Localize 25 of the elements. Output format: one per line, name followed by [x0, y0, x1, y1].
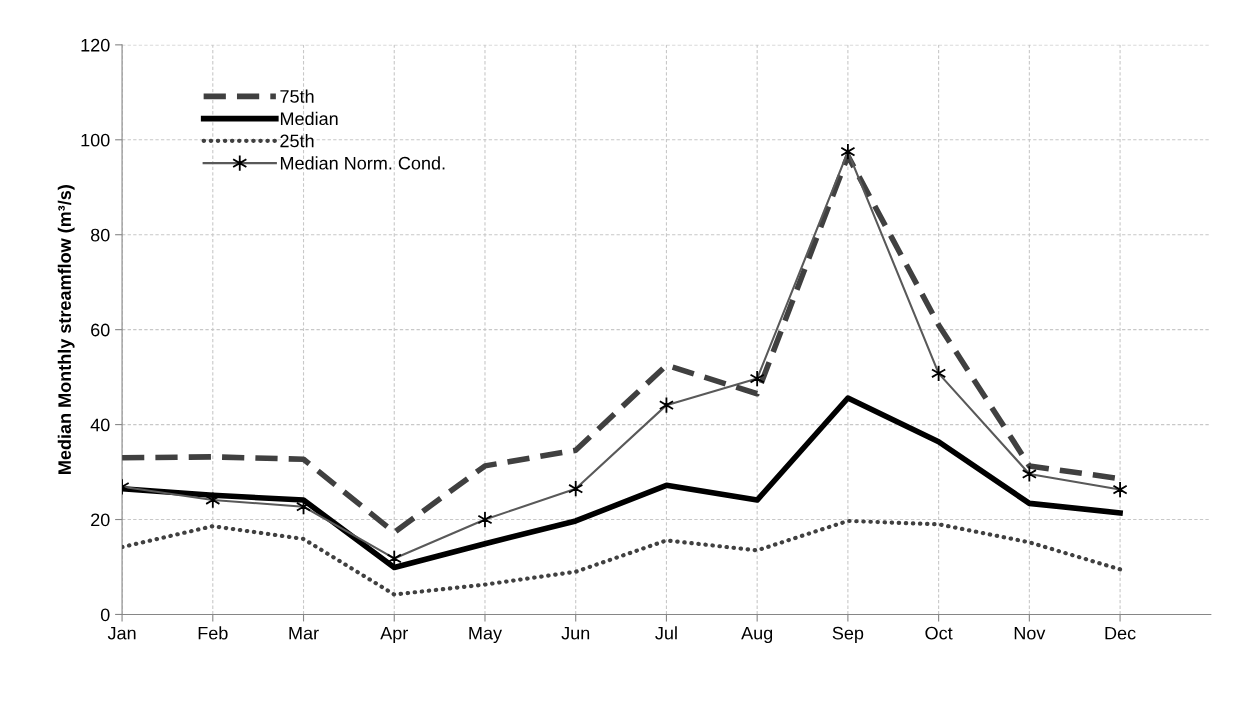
x-tick-label: May	[469, 626, 502, 644]
y-tick-label: 120	[81, 38, 110, 52]
x-tick-label: Jul	[655, 626, 677, 640]
x-tick-label: Sep	[832, 626, 864, 644]
y-tick-label: 40	[90, 418, 110, 432]
x-tick-label: Jan	[107, 626, 136, 640]
x-tick-label: Dec	[1105, 626, 1136, 640]
y-tick-label: 0	[100, 608, 110, 622]
y-tick-label: 80	[90, 228, 110, 242]
line-series	[122, 518, 1123, 597]
y-tick-label: 20	[91, 513, 110, 527]
y-tick-label: 60	[91, 323, 110, 337]
legend-label: 25th	[280, 134, 314, 148]
x-tick-label: Aug	[741, 626, 773, 644]
x-tick-label: Feb	[198, 626, 228, 640]
legend-label: Median Norm. Cond.	[280, 156, 445, 170]
x-tick-label: Apr	[380, 626, 408, 644]
y-tick-label: 100	[81, 133, 110, 147]
x-tick-label: Oct	[925, 626, 953, 640]
x-tick-label: Nov	[1014, 626, 1046, 640]
y-axis-title: Median Monthly streamflow (m³/s)	[57, 185, 75, 474]
legend-label: 75th	[280, 89, 314, 103]
x-tick-label: Mar	[289, 626, 319, 640]
x-tick-label: Jun	[561, 626, 590, 640]
legend-label: Median	[280, 111, 338, 126]
